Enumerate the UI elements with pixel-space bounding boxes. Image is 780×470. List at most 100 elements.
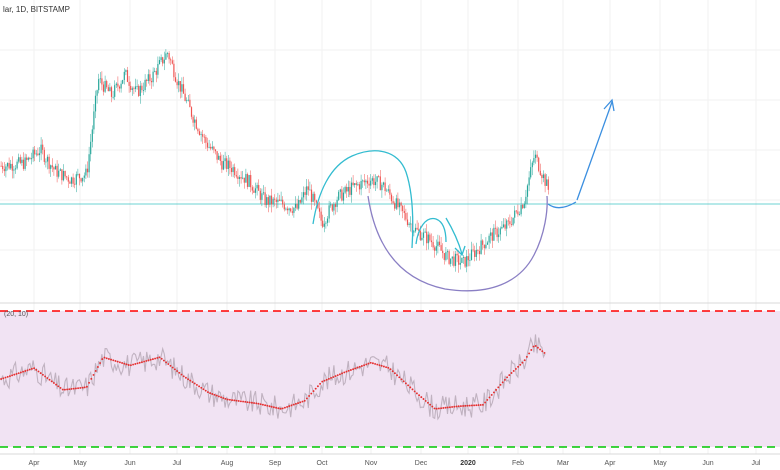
oscillator-smooth-dot bbox=[270, 405, 273, 408]
candle-body bbox=[482, 240, 484, 245]
purple-cup-annotation[interactable] bbox=[367, 195, 548, 292]
candle-body bbox=[227, 160, 229, 169]
oscillator-smooth-dot bbox=[149, 358, 152, 361]
candle-body bbox=[14, 168, 17, 170]
candle-body bbox=[376, 176, 378, 182]
candle-body bbox=[490, 232, 492, 236]
candle-body bbox=[294, 203, 297, 208]
candle-body bbox=[522, 204, 524, 209]
oscillator-smooth-dot bbox=[541, 350, 544, 353]
candle-body bbox=[379, 176, 381, 191]
candle-body bbox=[437, 241, 439, 247]
oscillator-smooth-dot bbox=[61, 388, 64, 391]
candle-body bbox=[430, 240, 433, 243]
candle-body bbox=[333, 204, 335, 211]
oscillator-smooth-dot bbox=[501, 381, 504, 384]
candle-body bbox=[178, 81, 180, 86]
candle-body bbox=[373, 178, 375, 186]
oscillator-smooth-dot bbox=[316, 385, 319, 388]
candle-body bbox=[38, 153, 41, 156]
oscillator-smooth-dot bbox=[338, 373, 341, 376]
cyan-down-arrow-annotation[interactable] bbox=[445, 217, 466, 257]
oscillator-smooth-dot bbox=[202, 388, 205, 391]
oscillator-smooth-dot bbox=[57, 385, 60, 388]
oscillator-smooth-dot bbox=[525, 355, 528, 358]
candle-body bbox=[120, 83, 122, 89]
oscillator-smooth-dot bbox=[35, 368, 38, 371]
oscillator-smooth-dot bbox=[308, 395, 311, 397]
oscillator-smooth-dot bbox=[132, 363, 135, 366]
candle-body bbox=[264, 192, 266, 205]
candle-body bbox=[64, 170, 66, 177]
candle-body bbox=[150, 81, 153, 83]
candle-body bbox=[272, 198, 274, 205]
blue-handle-annotation[interactable] bbox=[547, 201, 577, 209]
candle-body bbox=[416, 227, 418, 230]
candle-body bbox=[176, 81, 178, 86]
oscillator-smooth-dot bbox=[543, 351, 546, 354]
candle-body bbox=[386, 190, 388, 192]
x-tick-label: Dec bbox=[415, 460, 428, 467]
candle-body bbox=[371, 178, 373, 181]
candle-body bbox=[240, 177, 242, 179]
candle-body bbox=[523, 203, 525, 209]
candle-body bbox=[451, 256, 453, 259]
candle-body bbox=[419, 230, 421, 240]
chart-title: lar, 1D, BITSTAMP bbox=[3, 5, 70, 14]
oscillator-smooth-dot bbox=[530, 349, 533, 351]
candle-body bbox=[86, 168, 89, 173]
candle-body bbox=[414, 227, 417, 232]
oscillator-smooth-dot bbox=[503, 378, 506, 381]
oscillator-smooth-dot bbox=[343, 371, 346, 374]
oscillator-smooth-dot bbox=[281, 407, 284, 410]
candle-body bbox=[499, 228, 501, 235]
candle-body bbox=[158, 60, 161, 65]
candle-body bbox=[494, 227, 497, 229]
candle-body bbox=[344, 186, 346, 193]
oscillator-smooth-dot bbox=[101, 358, 104, 361]
candle-body bbox=[368, 183, 370, 186]
oscillator-smooth-dot bbox=[391, 370, 394, 373]
oscillator-smooth-dot bbox=[127, 364, 130, 366]
candle-body bbox=[237, 176, 239, 179]
candle-body bbox=[456, 253, 458, 256]
candle-body bbox=[408, 223, 410, 225]
cyan-arc-annotation[interactable] bbox=[312, 150, 414, 249]
candle-body bbox=[538, 157, 540, 171]
candle-body bbox=[450, 258, 452, 264]
oscillator-smooth-dot bbox=[484, 401, 487, 404]
candle-body bbox=[53, 167, 55, 170]
candle-body bbox=[162, 57, 164, 64]
oscillator-smooth-dot bbox=[380, 364, 383, 367]
candle-body bbox=[216, 151, 218, 160]
candle-body bbox=[539, 170, 541, 175]
candle-body bbox=[314, 193, 316, 201]
oscillator-smooth-dot bbox=[514, 367, 517, 370]
candle-body bbox=[310, 189, 313, 202]
candle-body bbox=[35, 153, 37, 155]
oscillator-smooth-dot bbox=[99, 362, 102, 364]
oscillator-smooth-dot bbox=[396, 374, 399, 377]
oscillator-smooth-dot bbox=[369, 361, 372, 364]
drawing-annotations[interactable] bbox=[312, 98, 615, 292]
oscillator-smooth-dot bbox=[134, 362, 137, 365]
x-tick-label: Apr bbox=[605, 460, 617, 467]
candle-body bbox=[184, 93, 186, 101]
candle-body bbox=[190, 107, 193, 117]
oscillator-smooth-dot bbox=[402, 380, 405, 383]
oscillator-smooth-dot bbox=[279, 407, 282, 410]
candle-body bbox=[147, 74, 149, 81]
candle-body bbox=[181, 84, 183, 92]
blue-up-arrow-annotation[interactable] bbox=[576, 98, 615, 201]
candle-body bbox=[474, 250, 476, 257]
oscillator-smooth-dot bbox=[79, 386, 82, 389]
candle-body bbox=[357, 184, 359, 186]
candle-body bbox=[291, 211, 293, 213]
oscillator-smooth-dot bbox=[492, 391, 495, 394]
candle-body bbox=[186, 100, 188, 102]
candle-body bbox=[101, 78, 103, 85]
candle-body bbox=[397, 198, 399, 208]
candle-body bbox=[168, 53, 170, 60]
cyan-bump-annotation[interactable] bbox=[415, 217, 447, 245]
